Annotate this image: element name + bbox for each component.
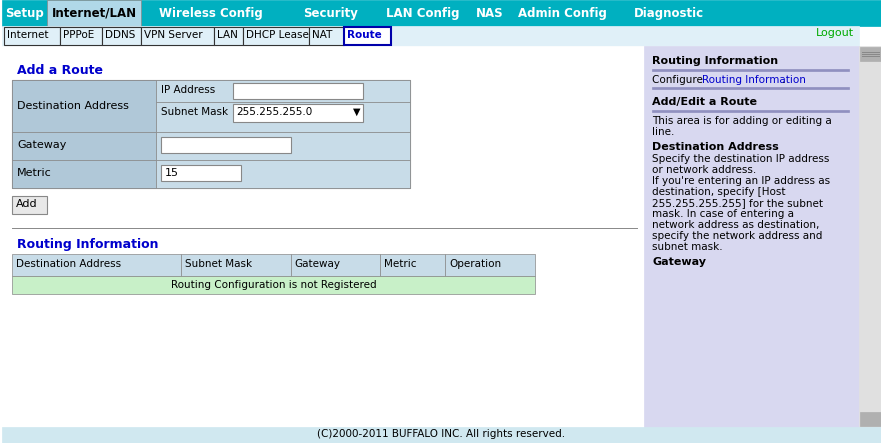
Text: Security: Security [303,7,358,19]
Text: This area is for adding or editing a: This area is for adding or editing a [653,116,832,126]
Bar [214,27,243,45]
Text: Gateway: Gateway [653,257,706,267]
Text: Destination Address: Destination Address [16,259,121,269]
Text: Specify the destination IP address: Specify the destination IP address [653,154,830,164]
Text: Gateway: Gateway [17,140,66,150]
Bar [162,137,291,153]
Text: Metric: Metric [17,168,51,178]
Text: destination, specify [Host: destination, specify [Host [653,187,786,197]
Bar [11,132,156,160]
Text: Routing Information: Routing Information [653,56,779,66]
Text: line.: line. [653,127,675,137]
Text: Gateway: Gateway [295,259,341,269]
Bar [859,47,880,61]
Text: 255.255.255.0: 255.255.255.0 [236,107,313,117]
Bar [243,27,309,45]
Text: DHCP Lease: DHCP Lease [246,30,309,40]
Text: Add: Add [16,199,37,209]
Text: network address as destination,: network address as destination, [653,220,819,230]
Text: mask. In case of entering a: mask. In case of entering a [653,209,795,219]
Text: Diagnostic: Diagnostic [634,7,705,19]
Bar [156,102,411,132]
Bar [653,69,849,71]
Bar [181,254,291,276]
Bar [858,46,881,427]
Text: subnet mask.: subnet mask. [653,242,723,252]
Bar [2,46,858,443]
Text: DDNS: DDNS [104,30,135,40]
Text: Routing Information: Routing Information [17,238,158,251]
Text: Subnet Mask: Subnet Mask [162,107,229,117]
Text: Internet/LAN: Internet/LAN [51,7,137,19]
Bar [381,254,445,276]
Text: 255.255.255.255] for the subnet: 255.255.255.255] for the subnet [653,198,823,208]
Text: specify the network address and: specify the network address and [653,231,823,241]
Text: Setup: Setup [5,7,44,19]
Text: IP Address: IP Address [162,85,215,95]
Text: Internet: Internet [7,30,49,40]
Text: ▼: ▼ [352,107,360,117]
Bar [653,87,849,89]
Text: Route: Route [347,30,381,40]
Bar [47,0,141,26]
Text: Add/Edit a Route: Add/Edit a Route [653,97,758,107]
Bar [162,165,241,181]
Text: 15: 15 [165,168,179,178]
Bar [11,80,156,132]
Bar [4,27,60,45]
Text: .: . [781,75,785,85]
Bar [859,412,880,426]
Text: Subnet Mask: Subnet Mask [185,259,253,269]
Bar [156,80,411,102]
Bar [102,27,141,45]
Bar [11,160,156,188]
Bar [156,132,411,160]
Bar [156,160,411,188]
Text: Wireless Config: Wireless Config [159,7,263,19]
Text: LAN Config: LAN Config [386,7,459,19]
Bar [11,276,535,294]
Bar [653,110,849,112]
Bar [291,254,381,276]
Bar [11,196,47,214]
Text: If you're entering an IP address as: If you're entering an IP address as [653,176,831,186]
Bar [445,254,535,276]
Text: Configure: Configure [653,75,706,85]
Text: Destination Address: Destination Address [17,101,129,111]
Bar [11,254,181,276]
Text: Logout: Logout [816,28,854,38]
Bar [141,27,214,45]
Text: NAS: NAS [476,7,504,19]
Text: Add a Route: Add a Route [17,64,103,77]
Bar [11,80,411,188]
Bar [343,27,391,45]
Bar [309,27,343,45]
Text: Operation: Operation [449,259,502,269]
Text: VPN Server: VPN Server [145,30,203,40]
Text: Destination Address: Destination Address [653,142,779,152]
Bar [60,27,102,45]
Text: Metric: Metric [384,259,417,269]
Bar [2,427,881,443]
Bar [233,83,363,99]
Text: Admin Config: Admin Config [517,7,607,19]
Bar [2,0,881,26]
Bar [645,46,858,427]
Text: Routing Information: Routing Information [702,75,806,85]
Text: (C)2000-2011 BUFFALO INC. All rights reserved.: (C)2000-2011 BUFFALO INC. All rights res… [317,429,565,439]
Text: LAN: LAN [217,30,238,40]
Text: Routing Configuration is not Registered: Routing Configuration is not Registered [170,280,376,290]
Bar [233,104,363,122]
Text: or network address.: or network address. [653,165,757,175]
Text: PPPoE: PPPoE [63,30,94,40]
Bar [2,26,858,46]
Text: NAT: NAT [312,30,332,40]
